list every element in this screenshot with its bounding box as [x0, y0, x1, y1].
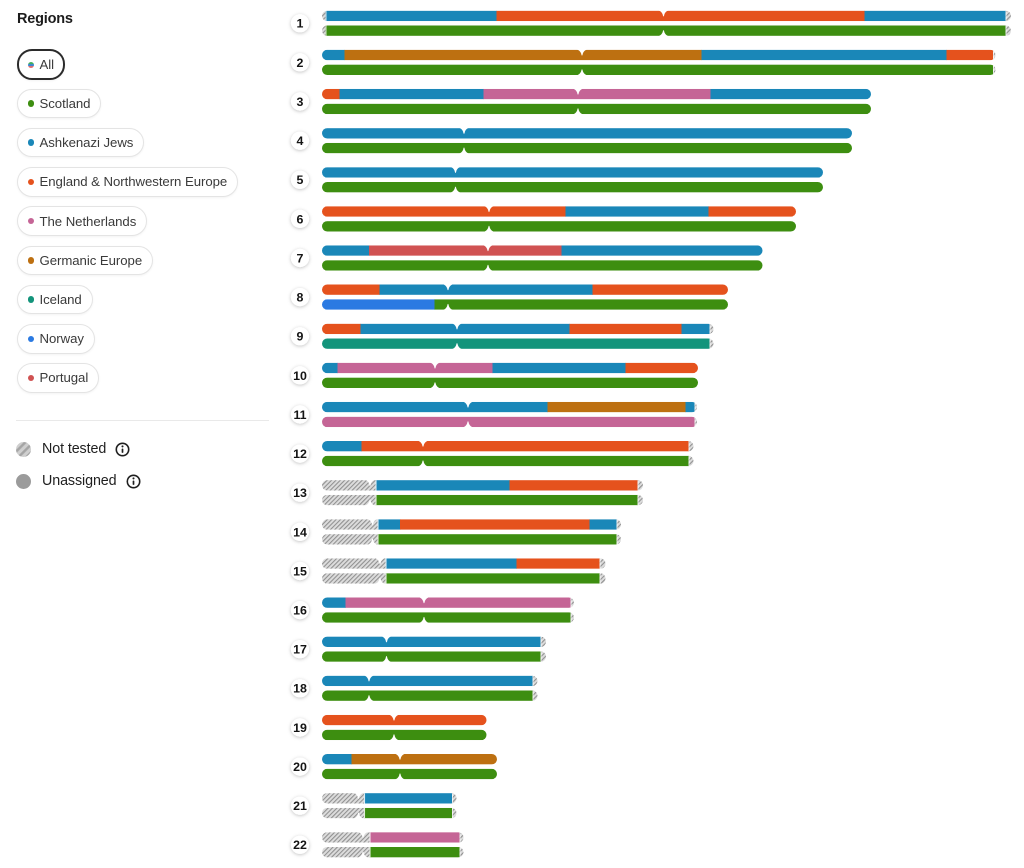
svg-text:12: 12: [293, 447, 307, 461]
svg-text:8: 8: [297, 291, 304, 305]
svg-text:15: 15: [293, 564, 307, 578]
svg-text:18: 18: [293, 682, 307, 696]
svg-text:6: 6: [297, 212, 304, 226]
svg-text:3: 3: [297, 95, 304, 109]
svg-text:10: 10: [293, 369, 307, 383]
svg-text:17: 17: [293, 643, 307, 657]
svg-text:9: 9: [297, 330, 304, 344]
svg-text:21: 21: [293, 799, 307, 813]
svg-text:11: 11: [293, 408, 306, 422]
svg-text:14: 14: [293, 525, 307, 539]
svg-text:19: 19: [293, 721, 307, 735]
svg-text:20: 20: [293, 760, 307, 774]
svg-text:5: 5: [297, 173, 304, 187]
svg-text:22: 22: [293, 838, 307, 852]
svg-text:7: 7: [297, 251, 304, 265]
svg-text:2: 2: [297, 56, 304, 70]
svg-text:13: 13: [293, 486, 307, 500]
svg-text:4: 4: [297, 134, 304, 148]
svg-text:1: 1: [297, 17, 304, 31]
svg-text:16: 16: [293, 604, 307, 618]
